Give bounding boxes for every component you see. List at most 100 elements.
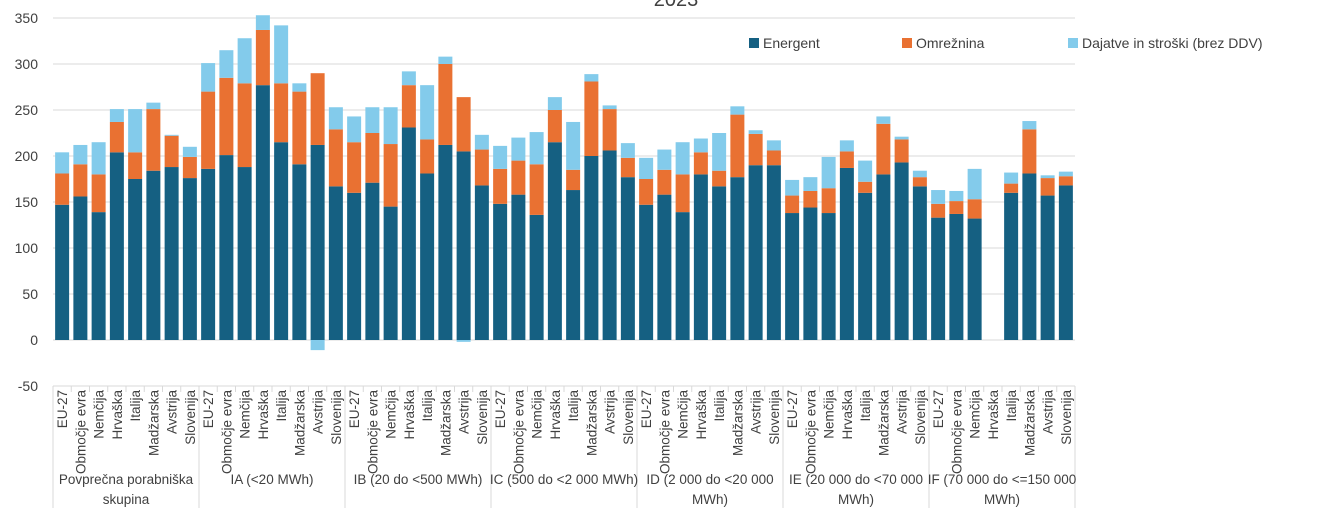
x-tick-label: Hrvaška	[694, 390, 709, 440]
bar-segment	[748, 133, 763, 166]
x-tick-label: EU-27	[639, 390, 654, 428]
bar-segment	[109, 152, 124, 340]
x-tick-label: Avstrija	[311, 390, 326, 435]
bar-segment	[128, 109, 143, 153]
bar-segment	[1058, 171, 1073, 177]
bar-segment	[1022, 173, 1037, 340]
bar-segment	[675, 142, 690, 175]
y-tick-label: 150	[15, 194, 39, 210]
x-tick-label: Hrvaška	[256, 390, 271, 440]
bar-segment	[566, 190, 581, 340]
bar-segment	[328, 129, 343, 187]
bar-segment	[73, 144, 88, 165]
bar-segment	[748, 130, 763, 134]
x-tick-label: Nemčija	[968, 390, 983, 439]
bar-segment	[566, 169, 581, 191]
bar-segment	[255, 29, 270, 86]
bar-segment	[821, 188, 836, 214]
x-tick-label: Slovenija	[767, 390, 782, 445]
x-tick-label: Italija	[128, 390, 143, 422]
group-label: IC (500 do <2 000 MWh)	[490, 472, 638, 487]
bar-segment	[639, 204, 654, 340]
bar-segment	[511, 160, 526, 195]
x-tick-label: Nemčija	[92, 390, 107, 439]
bar-segment	[1058, 185, 1073, 340]
bar-segment	[858, 192, 873, 340]
bar-segment	[164, 167, 179, 340]
bar-segment	[766, 140, 781, 151]
bar-segment	[456, 340, 471, 342]
bar-segment	[401, 85, 416, 128]
bar-segment	[365, 133, 380, 183]
bar-segment	[109, 109, 124, 122]
bar-segment	[201, 168, 216, 340]
bar-segment	[785, 179, 800, 196]
bar-segment	[91, 142, 106, 175]
legend-swatch	[902, 38, 912, 48]
legend-swatch	[1068, 38, 1078, 48]
bar-segment	[1004, 172, 1019, 184]
bar-segment	[931, 217, 946, 340]
x-tick-label: Madžarska	[1022, 390, 1037, 457]
bar-segment	[493, 168, 508, 204]
bar-segment	[164, 134, 179, 136]
bar-segment	[547, 97, 562, 110]
bar-segment	[274, 25, 289, 84]
bar-segment	[1058, 176, 1073, 186]
x-tick-label: Območje evra	[657, 390, 672, 475]
x-tick-label: Območje evra	[219, 390, 234, 475]
bar-segment	[73, 164, 88, 197]
bar-segment	[675, 212, 690, 340]
bar-segment	[237, 38, 252, 84]
bar-segment	[493, 145, 508, 169]
bar-segment	[839, 167, 854, 340]
bar-segment	[255, 85, 270, 340]
bar-segment	[1022, 121, 1037, 130]
x-tick-label: Slovenija	[1059, 390, 1074, 445]
bar-segment	[310, 73, 325, 145]
bar-segment	[310, 144, 325, 340]
x-tick-label: EU-27	[55, 390, 70, 428]
bar-segment	[766, 150, 781, 166]
bar-segment	[821, 213, 836, 340]
bar-segment	[712, 133, 727, 171]
y-tick-label: 200	[15, 148, 39, 164]
bar-segment	[1004, 183, 1019, 193]
group-label: IB (20 do <500 MWh)	[354, 472, 483, 487]
bar-segment	[639, 179, 654, 205]
x-tick-label: Madžarska	[292, 390, 307, 457]
bar-segment	[693, 152, 708, 175]
group-label: IE (20 000 do <70 000	[789, 472, 923, 487]
bar-segment	[456, 97, 471, 152]
x-tick-label: Nemčija	[822, 390, 837, 439]
bar-segment	[201, 63, 216, 92]
x-axis: EU-27 Območje evra Nemčija Hrvaška Italija Ma…	[52, 386, 1077, 508]
bar-segment	[949, 190, 964, 202]
y-tick-label: 100	[15, 240, 39, 256]
group-label: IF (70 000 do <=150 000	[928, 472, 1077, 487]
x-tick-label: Območje evra	[73, 390, 88, 475]
bar-segment	[383, 206, 398, 340]
bar-segment	[912, 170, 927, 178]
bar-segment	[182, 178, 197, 340]
bar-segment	[146, 102, 161, 110]
bar-segment	[748, 165, 763, 340]
bar-segment	[511, 194, 526, 340]
bar-segment	[657, 169, 672, 195]
bar-segment	[584, 81, 599, 156]
x-tick-label: Avstrija	[165, 390, 180, 435]
bar-segment	[274, 83, 289, 143]
bar-segment	[584, 74, 599, 82]
x-tick-label: EU-27	[201, 390, 216, 428]
x-tick-label: Območje evra	[511, 390, 526, 475]
bar-segment	[858, 160, 873, 182]
x-tick-label: Slovenija	[913, 390, 928, 445]
group-label: MWh)	[838, 492, 874, 507]
bar-segment	[730, 106, 745, 115]
bar-segment	[438, 64, 453, 145]
bar-segment	[420, 139, 435, 174]
bar-segment	[931, 190, 946, 204]
bar-segment	[201, 91, 216, 169]
x-tick-label: Avstrija	[603, 390, 618, 435]
bar-segment	[949, 213, 964, 340]
